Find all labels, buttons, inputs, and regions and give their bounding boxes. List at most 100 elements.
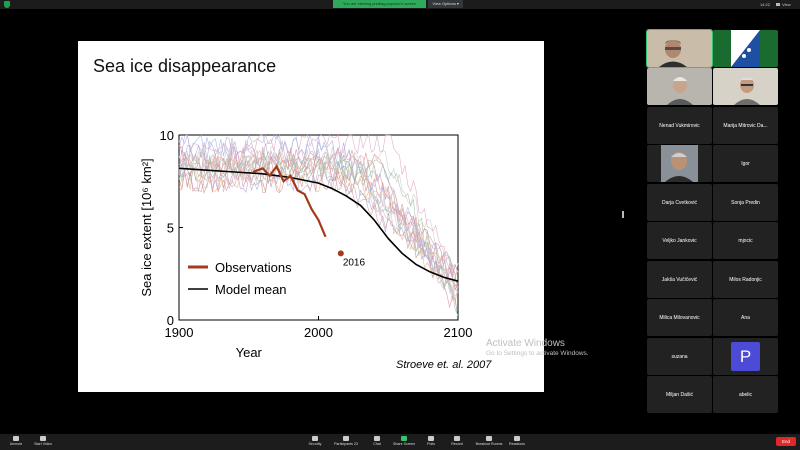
watermark-subtitle: Go to Settings to activate Windows. [486,350,589,357]
x-axis-label: Year [236,345,263,360]
x-tick-label: 2000 [304,325,333,340]
emoji-reaction-icon [514,436,520,441]
participant-name: suzana [671,353,688,360]
video-feed [713,68,778,105]
x-tick-label: 2100 [444,325,473,340]
ensemble-run-line [178,146,459,297]
breakout-rooms-button[interactable]: Breakout Rooms [474,434,504,450]
record-button[interactable]: Record [442,434,472,450]
avatar: P [731,342,760,371]
participant-tile[interactable]: Darja Cvetković [647,184,712,221]
participant-tile[interactable]: mjocic [713,222,778,259]
participant-tile[interactable]: Veljko Jankovic [647,222,712,259]
ensemble-run-line [178,158,459,316]
start-video-button[interactable]: Start Video [28,434,58,450]
view-button[interactable]: View [776,0,791,9]
participant-tile[interactable] [647,145,712,182]
security-button[interactable]: Security [300,434,330,450]
participant-name: Ana [741,314,750,321]
participant-tile[interactable] [713,30,778,67]
video-feed [647,30,712,67]
ensemble-run-line [178,154,459,293]
participant-name: Veljko Jankovic [662,237,697,244]
x-tick-label: 1900 [165,325,194,340]
participant-name: Nenad Vukmirovic [659,122,700,129]
participant-tile[interactable]: Nenad Vukmirovic [647,107,712,144]
bar-chart-icon [428,436,434,441]
shield-icon[interactable] [4,1,10,8]
participant-tile[interactable]: Marija Mitrovic Da... [713,107,778,144]
participant-tile[interactable]: Miljan Dašić [647,376,712,413]
y-tick-label: 5 [167,221,174,236]
share-screen-button[interactable]: Share Screen [389,434,419,450]
legend-label: Observations [215,260,292,275]
share-banner: You are viewing prediag.popovic's screen… [333,0,463,8]
participant-count: 23 [353,442,358,446]
microphone-muted-icon [13,436,19,441]
y-tick-label: 0 [167,313,174,328]
view-options-button[interactable]: View Options ▾ [428,0,463,8]
end-meeting-button[interactable]: End [776,437,796,446]
participant-name: abelic [738,391,753,398]
unmute-button[interactable]: Unmute [1,434,31,450]
ensemble-run-line [178,134,459,273]
share-message: You are viewing prediag.popovic's screen [333,0,427,8]
annotation-label: 2016 [343,257,366,268]
participant-tile[interactable]: Milica Milovanovic [647,299,712,336]
chat-bubble-icon [374,436,380,441]
participant-name: Igor [741,160,750,167]
grid-icon [776,3,780,7]
video-feed [647,145,712,182]
participant-name: Darja Cvetković [661,199,697,206]
participant-tile[interactable]: Igor [713,145,778,182]
video-camera-icon [40,436,46,441]
ensemble-run-line [178,168,459,278]
watermark-title: Activate Windows [486,338,565,349]
meeting-toolbar [0,434,800,450]
y-tick-label: 10 [160,128,174,143]
legend-label: Model mean [215,282,287,297]
activate-windows-watermark: Activate Windows Go to Settings to activ… [486,338,589,357]
participants-label: Participants 23 [334,442,358,446]
clock: 14:22 [760,2,771,7]
view-label: View [782,2,791,7]
record-icon [454,436,460,441]
shared-slide: Sea ice disappearance 2016 1900 2000 2100 0 5… [78,41,544,392]
panel-splitter-handle[interactable] [622,211,624,218]
participant-tile[interactable]: P [713,338,778,375]
breakout-rooms-icon [486,436,492,441]
participant-tile[interactable]: abelic [713,376,778,413]
participant-tile[interactable] [646,29,713,68]
people-icon [343,436,349,441]
participant-name: Miljan Dašić [666,391,693,398]
observations-line [252,164,327,238]
sea-ice-chart: 2016 1900 2000 2100 0 5 10 Year Sea ice extent [… [139,128,473,360]
observation-2016-point [337,250,344,257]
shield-icon [312,436,318,441]
slide-title: Sea ice disappearance [93,56,277,76]
chat-button[interactable]: Chat [362,434,392,450]
video-feed [647,68,712,105]
y-axis-label: Sea ice extent [10⁶ km²] [139,158,154,296]
citation: Stroeve et. al. 2007 [396,359,492,371]
top-bar: You are viewing prediag.popovic's screen… [0,0,800,9]
participants-button[interactable]: Participants 23 [331,434,361,450]
ensemble-run-line [178,168,459,282]
participant-tile[interactable]: Milos Radonjic [713,261,778,298]
participant-tile[interactable] [713,68,778,105]
participant-tile[interactable] [647,68,712,105]
participant-name: Milos Radonjic [729,276,762,283]
share-screen-icon [401,436,407,441]
participant-tile[interactable]: Ana [713,299,778,336]
polls-button[interactable]: Polls [416,434,446,450]
participant-tile[interactable]: Sonja Predin [713,184,778,221]
participant-name: Sonja Predin [731,199,760,206]
model-mean-line [178,167,459,282]
participant-tile[interactable]: Jakša Vučičević [647,261,712,298]
participant-name: Milica Milovanovic [659,314,700,321]
reactions-button[interactable]: Reactions [502,434,532,450]
participant-name: Jakša Vučičević [661,276,698,283]
participant-name: mjocic [738,237,753,244]
participant-tile[interactable]: suzana [647,338,712,375]
video-feed [713,30,778,67]
